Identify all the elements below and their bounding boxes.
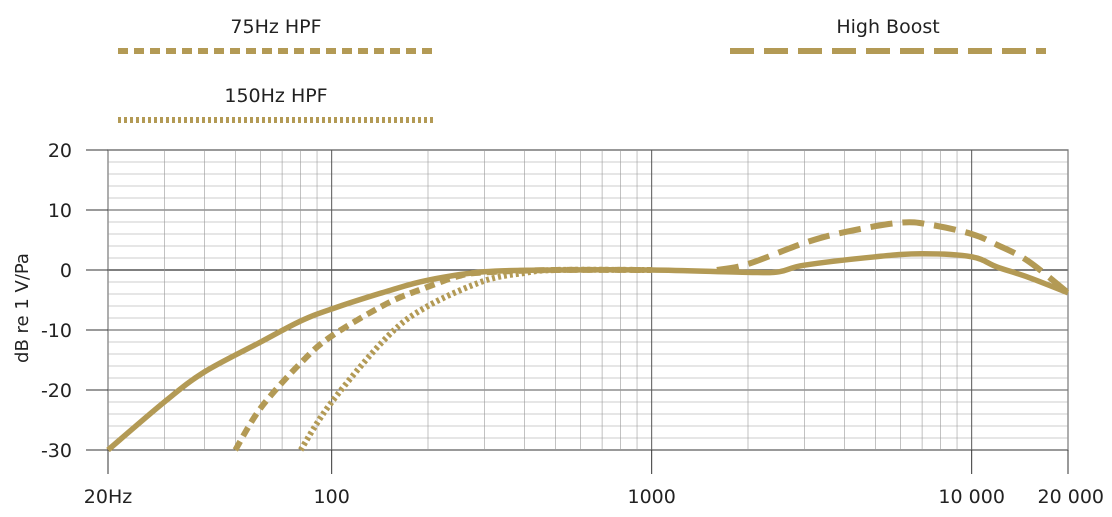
series-line-hpf75 bbox=[232, 266, 652, 452]
y-axis-ticks: 20 10 0 -10 -20 -30 bbox=[41, 140, 108, 462]
legend: 75Hz HPF High Boost 150Hz HPF bbox=[118, 16, 1046, 123]
series-line-boost bbox=[716, 219, 1070, 296]
x-tick-label: 20Hz bbox=[84, 486, 132, 508]
plot-frame bbox=[107, 149, 1069, 451]
legend-label-high-boost: High Boost bbox=[836, 16, 939, 38]
x-tick-label: 10 000 bbox=[938, 486, 1004, 508]
y-tick-label: -30 bbox=[41, 440, 72, 462]
x-tick-label: 1000 bbox=[627, 486, 675, 508]
y-tick-label: 0 bbox=[60, 260, 72, 282]
series-line-flat bbox=[106, 251, 1069, 453]
legend-label-75hz-hpf: 75Hz HPF bbox=[230, 16, 321, 38]
x-tick-label: 100 bbox=[314, 486, 350, 508]
chart-curves bbox=[106, 219, 1070, 453]
y-tick-label: -10 bbox=[41, 320, 72, 342]
legend-label-150hz-hpf: 150Hz HPF bbox=[224, 85, 327, 107]
y-tick-label: 20 bbox=[48, 140, 72, 162]
y-tick-label: -20 bbox=[41, 380, 72, 402]
y-axis-title: dB re 1 V/Pa bbox=[12, 253, 33, 363]
series-line-hpf150 bbox=[298, 266, 652, 452]
chart-grid bbox=[107, 149, 1069, 451]
x-tick-label: 20 000 bbox=[1038, 486, 1104, 508]
x-axis-ticks: 20Hz 100 1000 10 000 20 000 bbox=[84, 450, 1104, 508]
y-tick-label: 10 bbox=[48, 200, 72, 222]
